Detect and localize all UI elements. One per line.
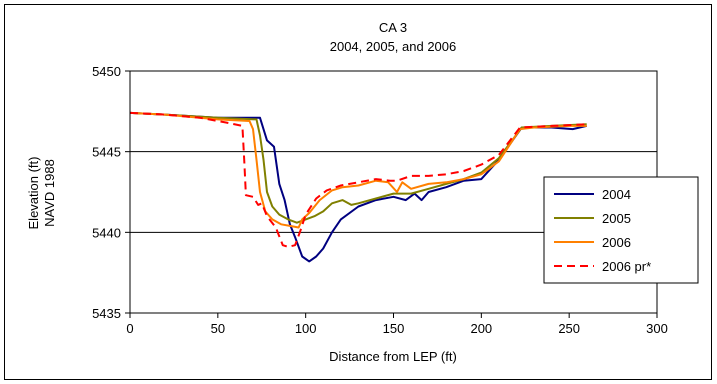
- x-tick-label-150: 150: [383, 321, 405, 336]
- x-tick-label-100: 100: [295, 321, 317, 336]
- y-tick-label-5440: 5440: [92, 225, 121, 240]
- x-tick-label-250: 250: [558, 321, 580, 336]
- y-tick-label-5435: 5435: [92, 306, 121, 321]
- y-axis-label-secondary: NAVD 1988: [42, 159, 57, 227]
- y-axis-label: Elevation (ft): [26, 157, 41, 230]
- x-tick-label-50: 50: [211, 321, 225, 336]
- legend-label-0: 2004: [602, 187, 631, 202]
- y-tick-labels: 5435 5440 5445 5450: [92, 64, 121, 321]
- series-line-2006-pr-: [129, 111, 587, 248]
- x-tick-label-300: 300: [646, 321, 668, 336]
- series-line-2004: [129, 111, 587, 263]
- chart-subtitle: 2004, 2005, and 2006: [330, 39, 457, 54]
- legend-label-2: 2006: [602, 235, 631, 250]
- y-tick-label-5450: 5450: [92, 64, 121, 79]
- axes: [125, 70, 658, 318]
- x-tick-labels: 0 50 100 150 200 250 300: [126, 321, 667, 336]
- x-tick-label-0: 0: [126, 321, 133, 336]
- y-tick-label-5445: 5445: [92, 145, 121, 160]
- legend-label-3: 2006 pr*: [602, 259, 651, 274]
- series-lines: [129, 111, 587, 263]
- legend-label-1: 2005: [602, 211, 631, 226]
- legend: 2004 2005 2006 2006 pr*: [543, 176, 699, 284]
- series-line-2006: [129, 111, 587, 229]
- x-axis-label: Distance from LEP (ft): [329, 349, 457, 364]
- chart-title: CA 3: [379, 20, 407, 35]
- x-tick-label-200: 200: [470, 321, 492, 336]
